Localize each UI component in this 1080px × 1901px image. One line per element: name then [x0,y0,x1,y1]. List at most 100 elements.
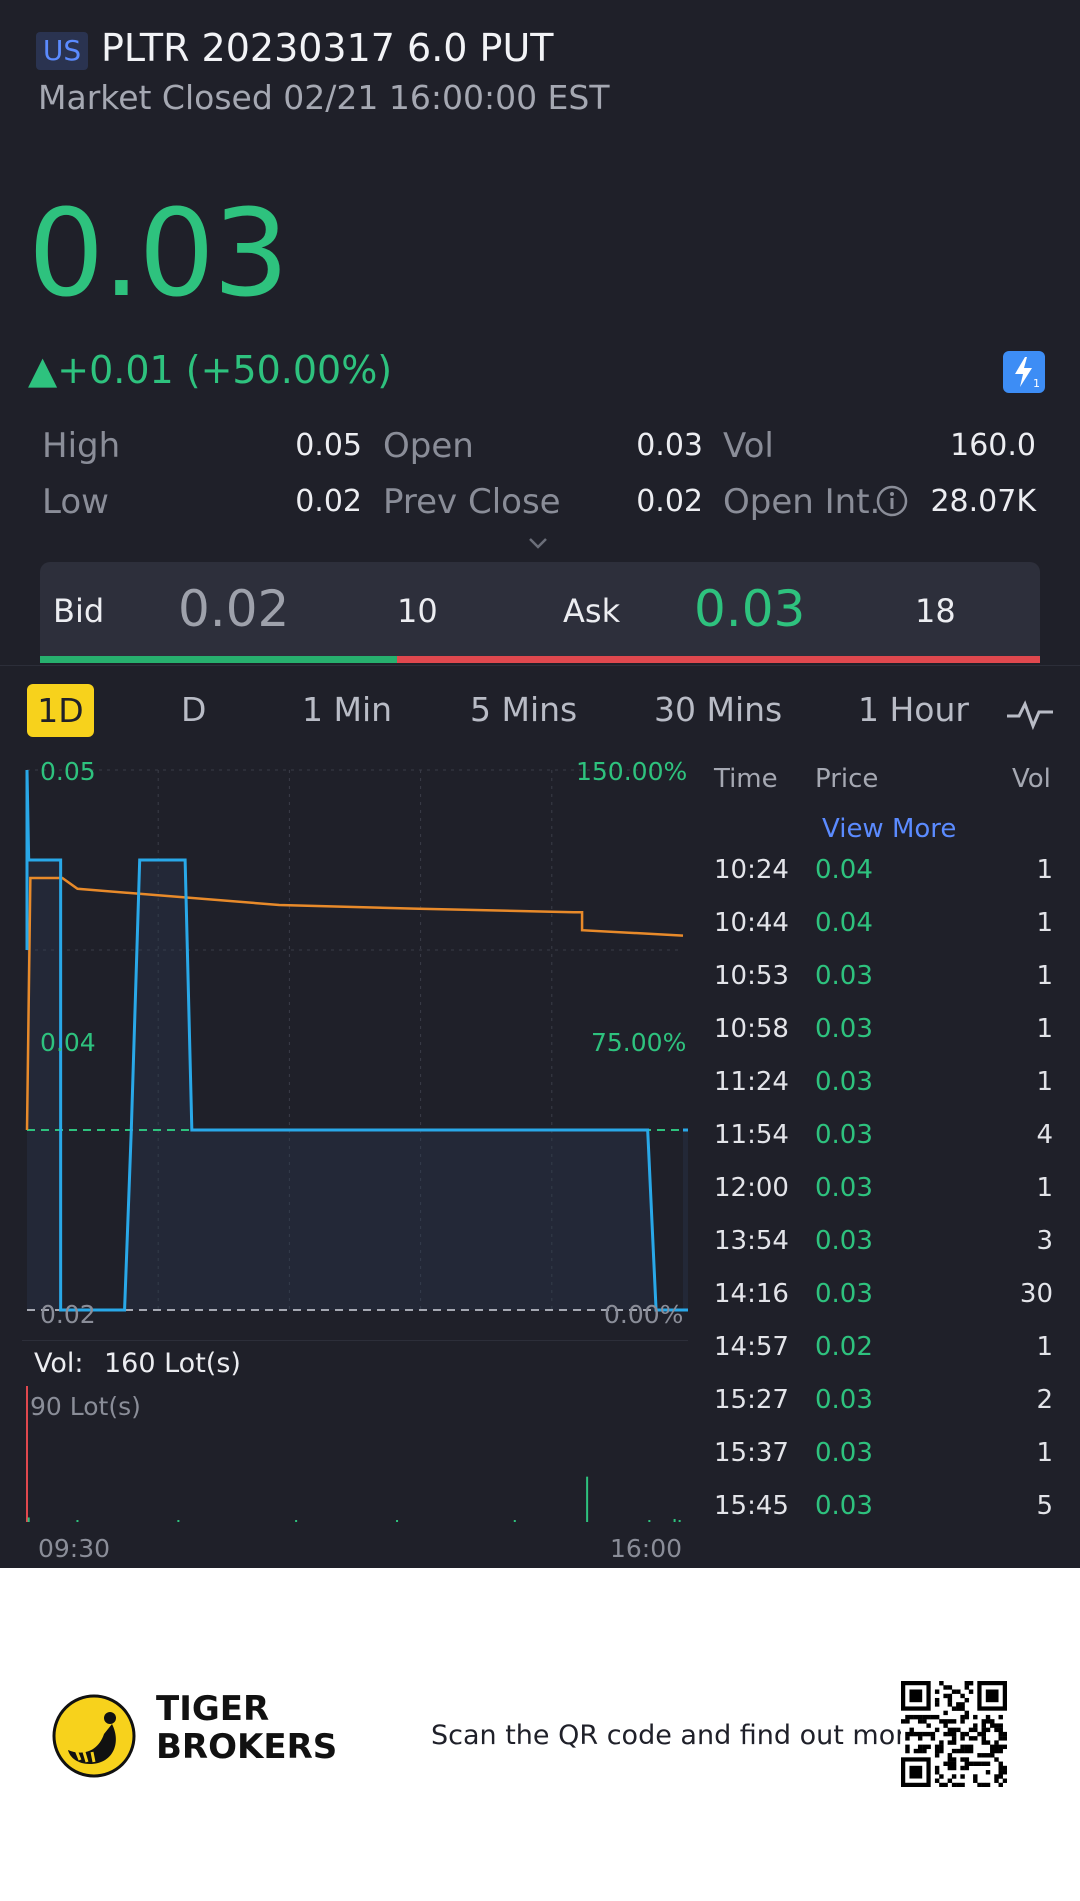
trade-vol: 3 [1036,1226,1053,1256]
trade-vol: 1 [1036,961,1053,991]
y-label-bot: 0.02 [40,1300,96,1329]
trade-price: 0.03 [815,1173,873,1203]
tab-30mins[interactable]: 30 Mins [654,690,783,729]
trade-time: 12:00 [714,1173,789,1203]
quote-panel [0,0,1080,1568]
trade-price: 0.04 [815,855,873,885]
divider [0,665,1080,666]
trade-price: 0.03 [815,1438,873,1468]
trade-vol: 1 [1036,855,1053,885]
volume-bar [26,1386,28,1522]
bid-label: Bid [53,592,105,630]
trade-vol: 1 [1036,1067,1053,1097]
trade-price: 0.02 [815,1332,873,1362]
trade-vol: 2 [1036,1385,1053,1415]
trade-vol: 1 [1036,1332,1053,1362]
info-icon[interactable] [875,484,909,518]
stat-low-label: Low [42,482,109,522]
trade-time: 14:57 [714,1332,789,1362]
x-label-end: 16:00 [610,1534,683,1563]
svg-text:1: 1 [1033,377,1040,390]
stat-open-int-label: Open Int. [723,482,881,522]
volume-bar [513,1520,516,1522]
brand-line-2: BROKERS [156,1727,338,1767]
trade-price: 0.03 [815,1226,873,1256]
trade-time: 10:58 [714,1014,789,1044]
trade-vol: 1 [1036,1438,1053,1468]
trade-time: 14:16 [714,1279,789,1309]
x-label-start: 09:30 [38,1534,111,1563]
ask-strength-bar [397,656,1040,663]
trades-header-time: Time [714,764,778,794]
instrument-title: PLTR 20230317 6.0 PUT [101,26,554,70]
pct-label-top: 150.00% [576,757,688,786]
trade-time: 15:37 [714,1438,789,1468]
tab-daily[interactable]: D [181,690,207,729]
trade-time: 11:54 [714,1120,789,1150]
brand-line-1: TIGER [156,1689,270,1729]
trade-vol: 4 [1036,1120,1053,1150]
average-price-line [25,876,684,1131]
vol-axis-max: 90 Lot(s) [30,1392,141,1421]
indicator-icon[interactable] [1005,694,1055,734]
y-label-mid: 0.04 [40,1028,96,1057]
chevron-down-icon[interactable] [527,532,549,554]
stat-open-value: 0.03 [636,428,703,463]
volume-bar [76,1520,79,1522]
bid-size: 10 [397,592,438,630]
last-price: 0.03 [28,185,289,324]
chart-grid [27,769,683,1310]
market-status: Market Closed 02/21 16:00:00 EST [38,78,610,117]
price-chart[interactable] [22,755,688,1345]
tab-1d[interactable]: 1D [27,684,94,737]
qr-code-icon[interactable] [901,1681,1008,1788]
volume-bar [295,1520,298,1522]
stat-open-label: Open [383,426,474,466]
ask-label: Ask [563,592,621,630]
bid-strength-bar [40,656,397,663]
ask-price: 0.03 [694,580,806,638]
ask-size: 18 [915,592,956,630]
stat-high-label: High [42,426,121,466]
trade-price: 0.03 [815,961,873,991]
tab-1hour[interactable]: 1 Hour [858,690,969,729]
trade-price: 0.03 [815,1279,873,1309]
price-change: ▲+0.01 (+50.00%) [28,348,393,392]
pct-label-mid: 75.00% [591,1028,687,1057]
tab-5mins[interactable]: 5 Mins [470,690,578,729]
volume-divider [22,1340,688,1341]
pct-label-bot: 0.00% [604,1300,684,1329]
bid-price: 0.02 [178,580,290,638]
price-area-fill [27,770,688,1310]
bid-ask-panel [40,562,1040,662]
trade-time: 10:53 [714,961,789,991]
trade-price: 0.03 [815,1491,873,1521]
trade-time: 13:54 [714,1226,789,1256]
lightning-icon[interactable]: 1 [1003,351,1045,393]
trade-price: 0.03 [815,1120,873,1150]
price-line [25,769,688,1312]
trade-vol: 5 [1036,1491,1053,1521]
trade-time: 11:24 [714,1067,789,1097]
view-more-link[interactable]: View More [822,814,957,844]
volume-bar [27,1517,30,1522]
tiger-logo-icon [52,1694,136,1778]
trade-time: 10:24 [714,855,789,885]
y-label-top: 0.05 [40,757,96,786]
trade-price: 0.03 [815,1014,873,1044]
tab-1min[interactable]: 1 Min [302,690,393,729]
trade-price: 0.03 [815,1067,873,1097]
volume-bar [177,1520,180,1522]
trade-vol: 1 [1036,1014,1053,1044]
volume-bars [26,1386,681,1522]
volume-bar [673,1518,676,1522]
trade-price: 0.03 [815,1385,873,1415]
stat-prev-close-value: 0.02 [636,484,703,519]
stat-open-int-value: 28.07K [930,484,1036,519]
qr-cta-text: Scan the QR code and find out more [431,1720,923,1751]
market-region-badge: US [36,32,88,70]
volume-chart [26,1386,681,1522]
trade-vol: 30 [1019,1279,1053,1309]
stat-high-value: 0.05 [295,428,362,463]
